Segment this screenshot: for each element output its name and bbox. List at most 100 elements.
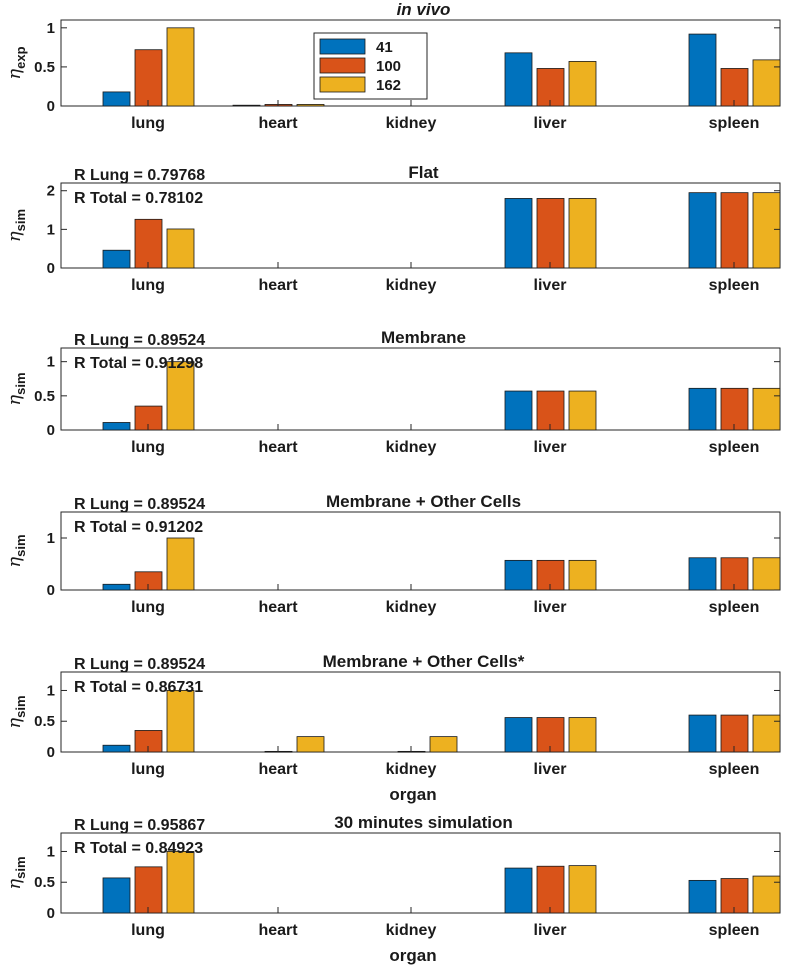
panel-2: 0 1 2 lung heart kidney liver spleen Flat ηsim R L… xyxy=(4,163,781,294)
legend-swatch-100 xyxy=(319,57,366,74)
bar-spleen-162 xyxy=(752,557,781,591)
bar-spleen-162 xyxy=(752,714,781,753)
chart-title: Membrane xyxy=(381,328,466,347)
panel-1: 0 0.5 1 lung heart kidney liver spleen in vivo ηe… xyxy=(4,0,781,132)
bar-liver-41 xyxy=(504,52,533,107)
y-axis-symbol: η xyxy=(4,69,25,80)
bar-lung-41 xyxy=(102,91,131,107)
r-lung-annotation: R Lung = 0.79768 xyxy=(74,167,205,184)
y-axis-subscript: sim xyxy=(13,372,28,394)
y-axis-subscript: sim xyxy=(13,534,28,556)
bar-spleen-100 xyxy=(720,387,749,431)
r-total-annotation: R Total = 0.78102 xyxy=(74,190,203,207)
chart-title: Membrane + Other Cells* xyxy=(323,652,525,671)
bar-spleen-41 xyxy=(688,714,717,753)
bar-spleen-41 xyxy=(688,387,717,431)
bar-liver-41 xyxy=(504,390,533,431)
r-lung-annotation: R Lung = 0.89524 xyxy=(74,332,205,349)
x-axis-label: organ xyxy=(389,785,436,804)
x-tick-label-kidney: kidney xyxy=(386,115,437,132)
bar-spleen-100 xyxy=(720,714,749,753)
y-axis-label: ηsim xyxy=(4,209,28,242)
x-tick-label-kidney: kidney xyxy=(386,922,437,939)
bar-lung-162 xyxy=(166,228,195,269)
chart-title: in vivo xyxy=(397,0,451,19)
bar-lung-162 xyxy=(166,690,195,753)
bar-liver-162 xyxy=(568,717,597,753)
bar-lung-162 xyxy=(166,361,195,431)
x-tick-label-kidney: kidney xyxy=(386,439,437,456)
y-tick-label: 0 xyxy=(47,905,55,922)
bar-lung-162 xyxy=(166,537,195,591)
legend-label-100: 100 xyxy=(376,58,401,75)
bar-spleen-100 xyxy=(720,68,749,107)
bar-spleen-100 xyxy=(720,192,749,269)
x-tick-label-heart: heart xyxy=(258,761,298,778)
y-axis-label: ηsim xyxy=(4,372,28,405)
x-tick-label-lung: lung xyxy=(131,922,165,939)
y-tick-label: 0.5 xyxy=(34,59,55,76)
bar-lung-100 xyxy=(134,218,163,269)
bar-kidney-162 xyxy=(429,736,458,753)
r-lung-annotation: R Lung = 0.89524 xyxy=(74,496,205,513)
bar-spleen-162 xyxy=(752,59,781,107)
y-tick-label: 0 xyxy=(47,98,55,115)
y-axis-label: ηexp xyxy=(4,46,28,79)
y-tick-label: 0 xyxy=(47,422,55,439)
bar-lung-162 xyxy=(166,27,195,107)
bar-liver-100 xyxy=(536,198,565,269)
y-axis-label: ηsim xyxy=(4,534,28,567)
y-tick-label: 2 xyxy=(47,183,55,200)
r-total-annotation: R Total = 0.86731 xyxy=(74,679,203,696)
bar-liver-162 xyxy=(568,198,597,269)
y-tick-label: 0.5 xyxy=(34,388,55,405)
x-tick-label-liver: liver xyxy=(534,599,567,616)
y-tick-label: 1 xyxy=(47,530,55,547)
y-axis-subscript: exp xyxy=(13,46,28,68)
bar-liver-100 xyxy=(536,865,565,914)
x-tick-label-heart: heart xyxy=(258,277,298,294)
r-total-annotation: R Total = 0.91298 xyxy=(74,355,203,372)
bar-spleen-162 xyxy=(752,192,781,269)
bar-lung-100 xyxy=(134,866,163,914)
r-total-annotation: R Total = 0.91202 xyxy=(74,519,203,536)
panel-5: 0 0.5 1 lung heart kidney liver spleen Membrane … xyxy=(4,652,781,804)
y-tick-label: 0 xyxy=(47,744,55,761)
y-axis-symbol: η xyxy=(4,879,25,890)
x-tick-label-kidney: kidney xyxy=(386,599,437,616)
y-axis-symbol: η xyxy=(4,395,25,406)
x-tick-label-heart: heart xyxy=(258,439,298,456)
legend-label-41: 41 xyxy=(376,39,393,56)
bar-liver-41 xyxy=(504,559,533,591)
bar-liver-41 xyxy=(504,717,533,753)
y-tick-label: 1 xyxy=(47,20,55,37)
y-tick-label: 0.5 xyxy=(34,874,55,891)
r-total-annotation: R Total = 0.84923 xyxy=(74,840,203,857)
x-tick-label-lung: lung xyxy=(131,277,165,294)
panel-3: 0 0.5 1 lung heart kidney liver spleen Membrane η… xyxy=(4,328,781,456)
bar-liver-41 xyxy=(504,867,533,914)
bar-liver-162 xyxy=(568,61,597,107)
bar-lung-41 xyxy=(102,249,131,269)
bar-lung-41 xyxy=(102,422,131,431)
chart-title: Membrane + Other Cells xyxy=(326,492,521,511)
x-tick-label-spleen: spleen xyxy=(709,439,760,456)
x-tick-label-spleen: spleen xyxy=(709,922,760,939)
chart-title: Flat xyxy=(408,163,439,182)
bar-liver-100 xyxy=(536,390,565,431)
y-axis-label: ηsim xyxy=(4,856,28,889)
legend-swatch-41 xyxy=(319,38,366,55)
x-tick-label-lung: lung xyxy=(131,761,165,778)
bar-spleen-41 xyxy=(688,33,717,107)
r-lung-annotation: R Lung = 0.89524 xyxy=(74,656,205,673)
x-tick-label-heart: heart xyxy=(258,115,298,132)
x-tick-label-lung: lung xyxy=(131,439,165,456)
bar-spleen-162 xyxy=(752,387,781,431)
x-tick-label-lung: lung xyxy=(131,599,165,616)
x-tick-label-heart: heart xyxy=(258,922,298,939)
bar-heart-162 xyxy=(296,104,325,107)
y-tick-label: 0 xyxy=(47,582,55,599)
panel-6: 0 0.5 1 lung heart kidney liver spleen 30 minute… xyxy=(4,813,781,965)
x-tick-label-heart: heart xyxy=(258,599,298,616)
y-axis-subscript: sim xyxy=(13,695,28,717)
